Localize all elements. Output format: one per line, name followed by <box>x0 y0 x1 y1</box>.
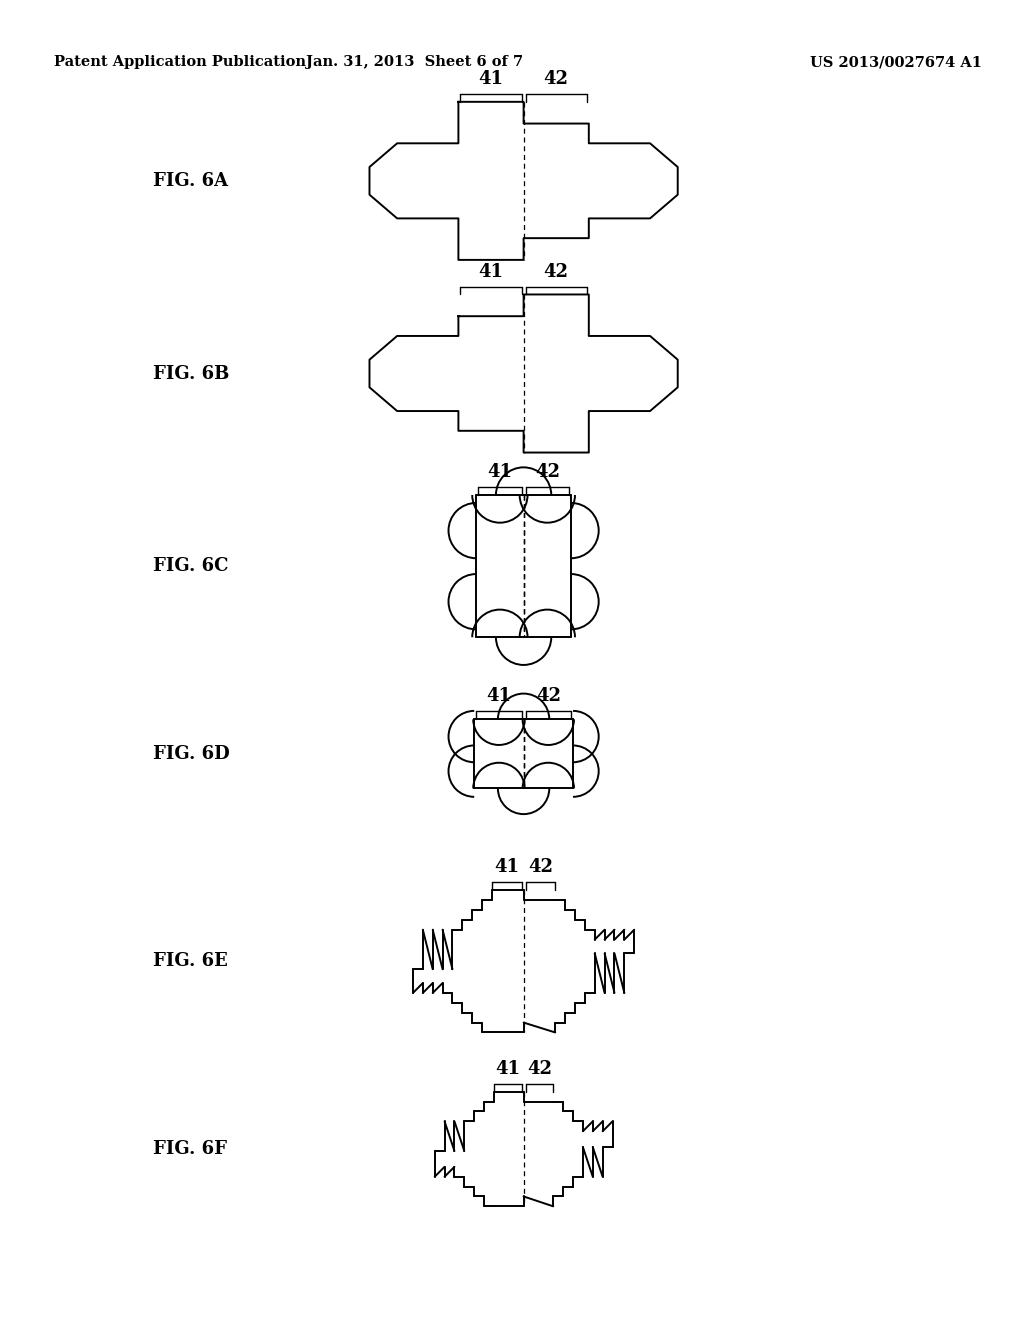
Text: FIG. 6F: FIG. 6F <box>154 1140 227 1158</box>
Text: 41: 41 <box>495 858 519 876</box>
Text: 42: 42 <box>535 463 560 482</box>
Text: 41: 41 <box>487 463 512 482</box>
Text: 42: 42 <box>544 263 568 281</box>
Text: 42: 42 <box>536 688 561 705</box>
Text: Jan. 31, 2013  Sheet 6 of 7: Jan. 31, 2013 Sheet 6 of 7 <box>306 55 523 70</box>
Text: US 2013/0027674 A1: US 2013/0027674 A1 <box>810 55 982 70</box>
Text: FIG. 6A: FIG. 6A <box>154 172 228 190</box>
Text: 42: 42 <box>528 858 553 876</box>
Text: 41: 41 <box>478 70 504 88</box>
Text: 41: 41 <box>478 263 504 281</box>
Text: FIG. 6E: FIG. 6E <box>154 952 228 970</box>
Text: Patent Application Publication: Patent Application Publication <box>54 55 306 70</box>
Text: FIG. 6C: FIG. 6C <box>154 557 228 576</box>
Text: FIG. 6D: FIG. 6D <box>154 744 229 763</box>
Text: 42: 42 <box>527 1060 552 1078</box>
Text: 41: 41 <box>486 688 511 705</box>
Text: 41: 41 <box>496 1060 520 1078</box>
Text: FIG. 6B: FIG. 6B <box>154 364 229 383</box>
Text: 42: 42 <box>544 70 568 88</box>
